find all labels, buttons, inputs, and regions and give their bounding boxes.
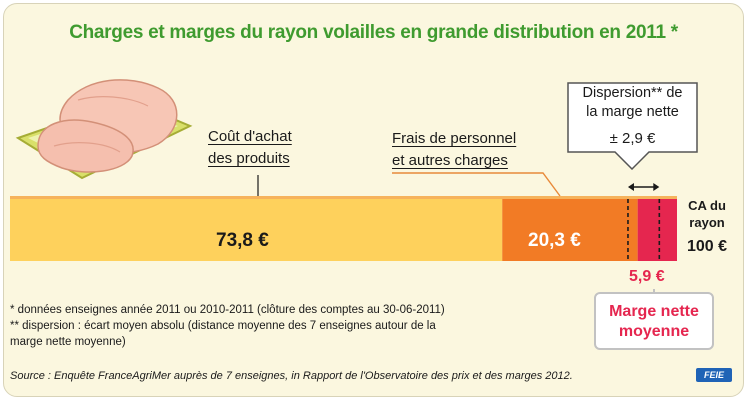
footnote-3: marge nette moyenne) xyxy=(10,336,126,348)
staff-charges-leader-line xyxy=(392,172,561,197)
source-note: Source : Enquête FranceAgriMer auprès de… xyxy=(10,370,573,382)
publisher-logo: FEIE xyxy=(696,368,732,382)
footnote-1: * données enseignes année 2011 ou 2010-2… xyxy=(10,304,445,316)
chart-title: Charges et marges du rayon volailles en … xyxy=(69,22,678,43)
net-margin-callout: Marge nette moyenne xyxy=(594,292,714,350)
dispersion-arrowhead-left xyxy=(627,183,634,191)
dispersion-callout-box xyxy=(567,82,698,170)
chicken-tray-illustration xyxy=(15,79,193,180)
bar-top-strip xyxy=(10,196,677,199)
net-margin-label-line2: moyenne xyxy=(618,323,690,340)
net-margin-bar xyxy=(637,199,677,261)
staff-charges-label-line2: et autres charges xyxy=(392,152,508,169)
net-margin-value-label: 5,9 € xyxy=(629,268,665,285)
staff-charges-value-label: 20,3 € xyxy=(528,230,581,251)
ca-total-value: 100 € xyxy=(686,238,728,255)
dispersion-value: ± 2,9 € xyxy=(609,130,656,147)
ca-label-line2: rayon xyxy=(689,215,725,230)
dispersion-label-line1: Dispersion** de xyxy=(582,85,683,101)
dispersion-arrowhead-right xyxy=(653,183,660,191)
purchase-cost-bar xyxy=(10,199,503,261)
footnote-2: ** dispersion : écart moyen absolu (dist… xyxy=(10,320,436,332)
ca-label-line1: CA du xyxy=(688,198,726,213)
staff-charges-bar xyxy=(502,199,638,261)
staff-charges-label-line1: Frais de personnel xyxy=(392,130,517,147)
purchase-cost-label-line2: des produits xyxy=(208,150,290,167)
net-margin-label-line1: Marge nette xyxy=(609,303,699,320)
purchase-cost-value-label: 73,8 € xyxy=(216,230,269,251)
dispersion-label-line2: la marge nette xyxy=(586,104,679,120)
purchase-cost-label-line1: Coût d'achat xyxy=(208,128,292,145)
